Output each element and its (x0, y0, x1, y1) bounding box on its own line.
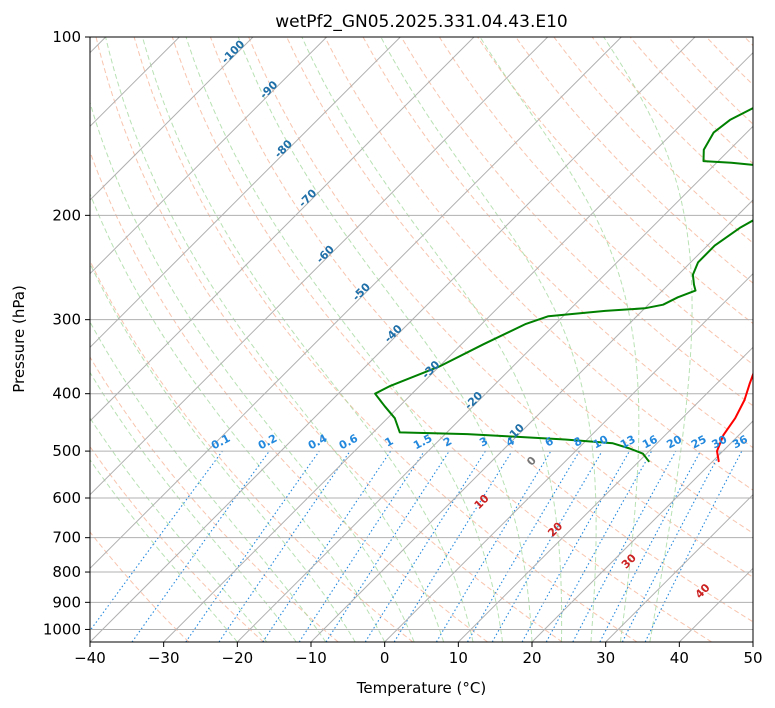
y-axis-label: Pressure (hPa) (10, 285, 28, 393)
dry-adiabat (90, 531, 190, 642)
y-tick-label: 400 (52, 385, 81, 403)
mixing-ratio-line (521, 450, 630, 642)
dry-adiabat (515, 37, 753, 284)
isotherm-line (605, 493, 753, 642)
mixing-ratio-label: 13 (618, 433, 638, 452)
y-tick-label: 1000 (43, 620, 81, 638)
dry-adiabat (438, 37, 753, 366)
moist-adiabat (105, 37, 445, 642)
y-tick-label: 500 (52, 442, 81, 460)
chart-title: wetPf2_GN05.2025.331.04.43.E10 (275, 12, 567, 32)
x-tick-label: −40 (74, 649, 106, 667)
mixing-ratio-line (325, 450, 450, 642)
mixing-ratio-label: 36 (730, 433, 750, 452)
y-tick-label: 100 (52, 28, 81, 46)
isotherm-line (310, 199, 753, 642)
y-tick-label: 600 (52, 489, 81, 507)
dry-adiabat (286, 37, 753, 534)
x-tick-label: 30 (596, 649, 615, 667)
isotherm-line (90, 37, 549, 496)
mixing-ratio-line (185, 450, 320, 642)
dry-adiabat (476, 37, 753, 325)
dry-adiabat (400, 37, 753, 407)
x-tick-label: 10 (449, 649, 468, 667)
x-tick-label: −20 (222, 649, 254, 667)
y-tick-label: 800 (52, 563, 81, 581)
x-axis-label: Temperature (°C) (356, 679, 486, 697)
moist-adiabat (603, 37, 693, 642)
moist-adiabat (90, 320, 327, 642)
dewpoint-profile-line (374, 107, 753, 463)
y-tick-label: 700 (52, 529, 81, 547)
moist-adiabat (479, 37, 640, 642)
moist-adiabat (301, 37, 563, 642)
dry-adiabat (171, 37, 712, 642)
isotherm-line (90, 37, 696, 642)
mixing-ratio-label: 10 (591, 433, 611, 452)
moist-adiabat (185, 37, 503, 642)
x-tick-label: 20 (522, 649, 541, 667)
isotherm-line (90, 37, 254, 201)
isotherm-line (90, 37, 401, 349)
dry-adiabat (362, 37, 753, 449)
dry-adiabat (248, 37, 753, 578)
moist-adiabat (90, 417, 268, 642)
x-tick-label: 50 (743, 649, 762, 667)
isotherm-line (90, 37, 622, 570)
dry-adiabat (90, 150, 488, 642)
mixing-ratio-line (545, 450, 653, 642)
isotherm-line (457, 346, 753, 642)
x-tick-label: 40 (670, 649, 689, 667)
dry-adiabat (209, 37, 753, 623)
x-tick-label: −30 (148, 649, 180, 667)
mixing-ratio-line (90, 450, 223, 632)
mixing-ratio-line (298, 450, 425, 642)
mixing-ratio-label: 20 (664, 433, 684, 452)
dry-adiabat (591, 37, 753, 204)
moist-adiabat (90, 192, 386, 642)
isotherm-line (90, 37, 328, 275)
x-tick-label: 0 (380, 649, 390, 667)
moist-adiabat (90, 262, 356, 642)
dry-adiabat (90, 259, 414, 642)
moist-adiabat (380, 37, 597, 642)
mixing-ratio-label: 25 (689, 433, 709, 452)
y-tick-label: 200 (52, 206, 81, 224)
mixing-ratio-label: 16 (640, 433, 660, 452)
isotherm-line (90, 37, 475, 422)
x-tick-label: −10 (295, 649, 327, 667)
isotherm-line (236, 125, 753, 642)
moist-adiabat (90, 458, 238, 642)
mixing-ratio-line (572, 450, 677, 642)
dry-adiabat (95, 37, 563, 642)
mixing-ratio-label: 30 (710, 433, 730, 452)
moist-adiabat (141, 37, 474, 642)
y-tick-label: 900 (52, 593, 81, 611)
y-tick-label: 300 (52, 311, 81, 329)
dry-adiabat (324, 37, 753, 491)
isotherm-line (531, 420, 753, 642)
dry-adiabat (90, 356, 339, 642)
mixing-ratio-line (393, 450, 513, 642)
isotherm-line (384, 272, 753, 642)
plot-frame (89, 36, 754, 643)
moist-adiabat (90, 100, 415, 642)
mixing-ratio-line (644, 450, 743, 642)
temperature-profile-line (716, 371, 753, 463)
mixing-ratio-line (218, 450, 351, 642)
isotherm-line (163, 51, 753, 642)
mixing-ratio-line (262, 450, 392, 642)
mixing-ratio-line (131, 450, 270, 642)
moist-adiabat (90, 371, 297, 642)
